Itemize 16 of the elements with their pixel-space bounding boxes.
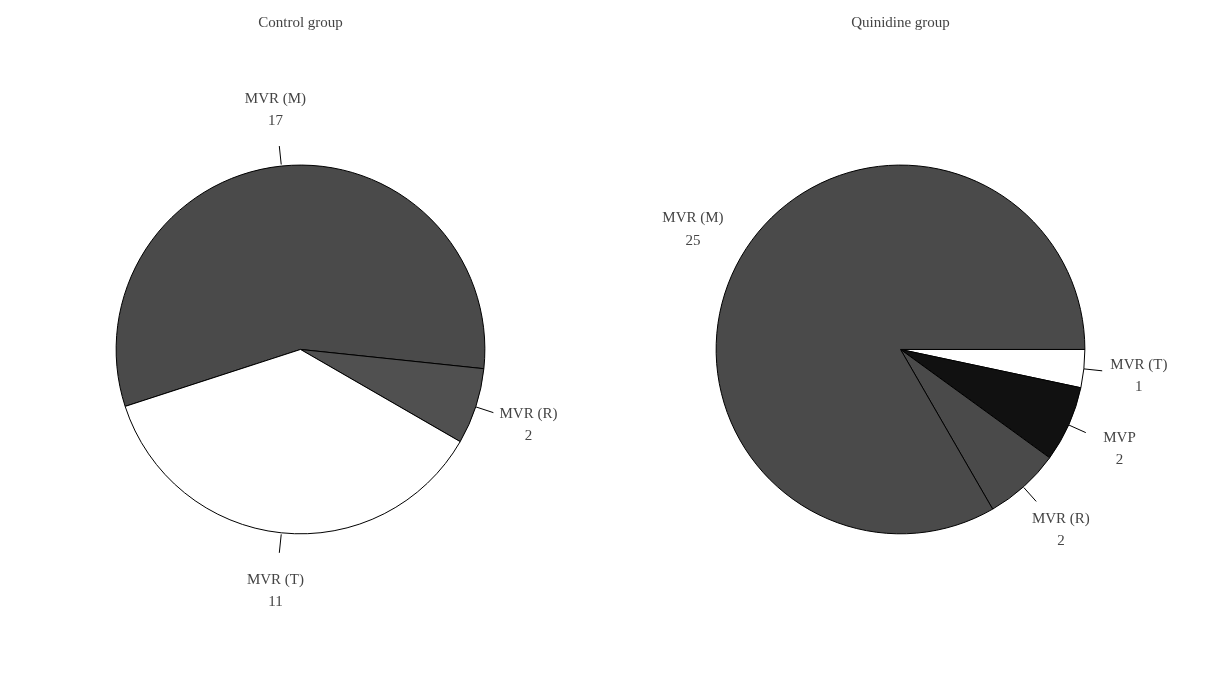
data-label: 11 — [268, 593, 283, 610]
chart-title: Quinidine group — [851, 13, 950, 30]
data-label: 2 — [1115, 450, 1124, 467]
slice-label: MVP — [1103, 428, 1136, 445]
chart-title: Control group — [258, 13, 343, 30]
data-label: 2 — [1057, 532, 1065, 549]
slice-label: MVR (R) — [1031, 509, 1090, 527]
data-label: 25 — [685, 231, 701, 248]
data-label: 1 — [1135, 377, 1143, 394]
slice-label: MVR (T) — [246, 570, 304, 588]
slice-label: MVR (T) — [1110, 355, 1168, 373]
slice-label: MVR (M) — [662, 209, 724, 227]
data-label: 17 — [267, 112, 284, 129]
slice-label: MVR (M) — [244, 89, 307, 107]
data-label: 2 — [524, 427, 533, 444]
slice-label: MVR (R) — [499, 404, 558, 422]
